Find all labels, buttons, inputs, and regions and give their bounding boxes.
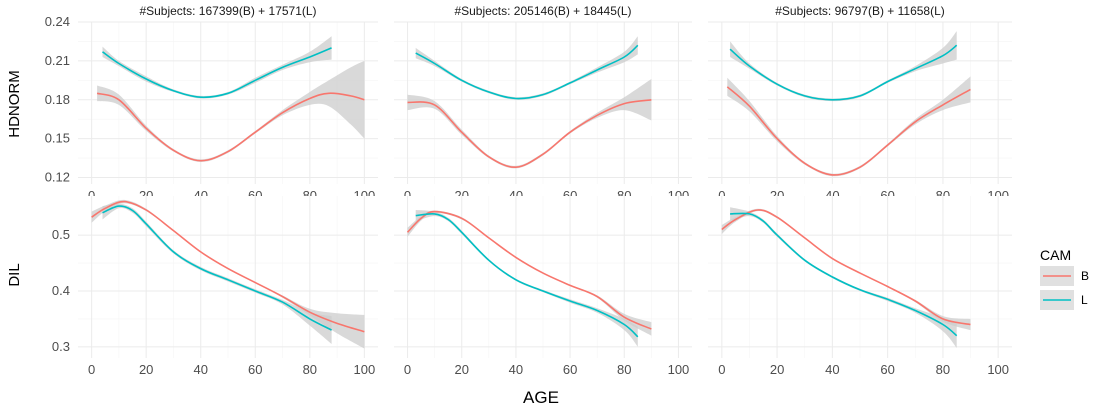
y-tick-label: 0.4 (52, 283, 70, 298)
x-tick-label: 0 (718, 188, 725, 203)
panels-layer: 0 20 40 60 80 100 0.12 0.15 0.18 0.21 0.24 0 20 40 60 8… (45, 14, 1012, 377)
series-line-b (406, 210, 652, 330)
x-tick-label: 0 (718, 362, 725, 377)
x-tick-label: 100 (987, 362, 1009, 377)
x-tick-label: 0 (404, 188, 411, 203)
y-tick-label: 0.21 (45, 53, 70, 68)
legend-item-l: L (1040, 290, 1088, 310)
x-tick-label: 80 (936, 362, 950, 377)
x-tick-label: 60 (563, 362, 577, 377)
panel-r2-c2: 0 20 40 60 80 100 (394, 196, 692, 377)
panel-r1-c3: 0 20 40 60 80 100 (708, 21, 1012, 203)
y-axis-title-bottom: DIL (6, 263, 23, 286)
series-line-b (721, 209, 971, 326)
legend-label-l: L (1081, 293, 1088, 307)
series-line-b (96, 92, 365, 162)
facet-title-3: #Subjects: 96797(B) + 11658(L) (775, 4, 945, 18)
x-tick-label: 100 (354, 362, 376, 377)
x-tick-label: 0 (88, 188, 95, 203)
series-line-l (102, 205, 332, 331)
series-line-l (415, 212, 639, 338)
x-tick-label: 40 (193, 362, 207, 377)
x-tick-label: 60 (248, 362, 262, 377)
legend: CAM B L (1040, 247, 1089, 310)
x-tick-label: 0 (88, 362, 95, 377)
x-tick-label: 80 (303, 362, 317, 377)
y-tick-label: 0.3 (52, 339, 70, 354)
ci-ribbon-b (727, 76, 971, 177)
x-tick-label: 80 (617, 362, 631, 377)
x-tick-label: 40 (509, 362, 523, 377)
series-line-l (415, 44, 639, 100)
series-line-b (407, 99, 652, 169)
y-tick-label: 0.15 (45, 131, 70, 146)
x-tick-label: 20 (454, 362, 468, 377)
x-tick-label: 20 (770, 362, 784, 377)
facet-title-1: #Subjects: 167399(B) + 17571(L) (139, 4, 316, 18)
series-line-l (102, 47, 332, 99)
x-tick-label: 100 (668, 362, 690, 377)
y-tick-label: 0.5 (52, 227, 70, 242)
ci-ribbon-l (415, 36, 638, 100)
series-line-b (726, 86, 971, 176)
ci-ribbon-b (407, 79, 652, 169)
legend-item-b: B (1040, 266, 1089, 286)
ci-ribbon-b (721, 208, 971, 331)
legend-label-b: B (1081, 269, 1089, 283)
y-tick-label: 0.18 (45, 92, 70, 107)
legend-title: CAM (1040, 247, 1071, 263)
x-tick-label: 40 (825, 362, 839, 377)
panel-r1-c2: 0 20 40 60 80 100 (394, 21, 692, 203)
panel-r2-c1: 0 20 40 60 80 100 0.3 0.4 0.5 (52, 196, 378, 377)
y-tick-label: 0.24 (45, 14, 70, 29)
y-tick-label: 0.12 (45, 170, 70, 185)
x-tick-label: 0 (404, 362, 411, 377)
facet-title-2: #Subjects: 205146(B) + 18445(L) (454, 4, 631, 18)
x-axis-title: AGE (523, 388, 559, 407)
series-line-l (729, 44, 958, 101)
ci-ribbon-l (102, 36, 332, 99)
panel-r2-c3: 0 20 40 60 80 100 (708, 196, 1012, 377)
series-line-b (91, 200, 365, 333)
y-axis-title-top: HDNORM (6, 70, 23, 138)
series-line-l (730, 212, 958, 337)
x-tick-label: 60 (880, 362, 894, 377)
x-tick-label: 20 (139, 362, 153, 377)
